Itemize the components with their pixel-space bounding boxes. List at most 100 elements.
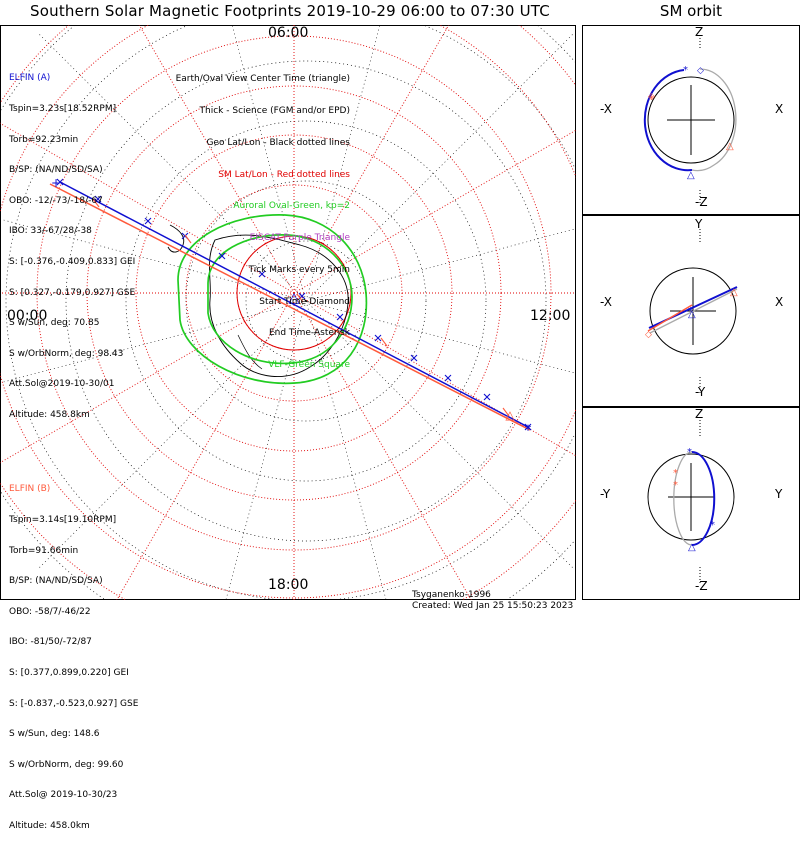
track-b-tick <box>380 337 388 347</box>
orbit-panel-xz-svg: * ◇ △ * ◇ △ <box>582 25 800 215</box>
track-a-tick <box>94 195 102 203</box>
orbit-a-path <box>691 451 716 546</box>
axis-label-top: Z <box>695 407 704 421</box>
svg-text:*: * <box>687 447 692 458</box>
auroral-oval-inner <box>207 234 353 365</box>
spacecraft-b-line: Att.Sol@ 2019-10-30/23 <box>9 790 118 801</box>
track-a-tick <box>258 270 266 278</box>
south-america-tip <box>167 224 185 253</box>
axis-label-left: -Y <box>600 487 611 501</box>
footprint-map: △ * △ + ELFIN (A) Tspin=3.23s[18.52RPM] Tor… <box>0 25 576 831</box>
legend-entry: EISCAT-Purple Triangle <box>249 233 350 244</box>
svg-text:*: * <box>683 65 688 76</box>
orbit-panel-xy-svg: * △ △ ◇ <box>582 215 800 407</box>
sm-lat-circle <box>135 134 453 452</box>
svg-text:*: * <box>710 520 715 531</box>
spacecraft-b-name: ELFIN (B) <box>9 484 51 495</box>
legend-entry: Geo Lat/Lon - Black dotted lines <box>206 137 350 148</box>
svg-text:△: △ <box>726 141 734 152</box>
sm-meridian <box>138 25 295 294</box>
sm-lat-circle <box>36 35 552 551</box>
orbit-b-path <box>649 288 738 334</box>
legend-entry: Thick - Science (FGM and/or EPD) <box>199 105 350 116</box>
spacecraft-a-line: S w/Sun, deg: 70.85 <box>9 318 100 329</box>
svg-text:△: △ <box>730 287 738 298</box>
geo-meridian <box>305 300 575 570</box>
orbit-title: SM orbit <box>659 2 723 20</box>
legend-entry: Auroral Oval-Green, kp=2 <box>233 201 350 212</box>
axis-label-top: Y <box>695 217 703 231</box>
geo-meridian <box>37 32 307 302</box>
svg-text:△: △ <box>688 309 696 320</box>
track-a-tick <box>181 232 189 240</box>
track-a-tick <box>374 334 382 342</box>
spacecraft-a-name: ELFIN (A) <box>9 73 51 84</box>
svg-text:*: * <box>649 94 654 105</box>
track-a-end-marker: * <box>525 423 532 439</box>
svg-text:◇: ◇ <box>645 330 652 340</box>
spacecraft-a-line: S w/OrbNorm, deg: 98.43 <box>9 348 124 359</box>
spacecraft-a-line: S: [-0.376,-0.409,0.833] GEI <box>9 256 136 267</box>
svg-text:△: △ <box>687 170 695 181</box>
time-label-bottom: 18:00 <box>268 577 309 593</box>
spacecraft-b-info: ELFIN (B) Tspin=3.14s[19.10RPM] Torb=91.… <box>9 464 138 852</box>
axis-label-right: Y <box>775 487 783 501</box>
sm-meridian <box>293 25 450 294</box>
credits: Tsyganenko-1996 Created: Wed Jan 25 15:50… <box>412 590 573 612</box>
orbit-b-path <box>673 451 693 546</box>
sm-meridian <box>293 292 472 600</box>
track-a-center-marker: △ <box>289 290 300 306</box>
track-a-tick <box>483 393 491 401</box>
axis-label-top: Z <box>695 25 704 39</box>
spacecraft-b-line: Tspin=3.14s[19.10RPM] <box>9 515 117 525</box>
ice-shelf <box>237 334 263 370</box>
spacecraft-a-line: Torb=92.23min <box>9 134 79 145</box>
track-a-start-marker: + <box>51 176 61 190</box>
orbit-b-science <box>647 304 693 332</box>
spacecraft-a-line: B/SP: (NA/ND/SD/SA) <box>9 165 103 176</box>
orbit-panel-yz: * * △ * * Z -Z -Y Y <box>582 407 800 600</box>
track-a-tick <box>144 217 152 225</box>
axis-label-right: X <box>775 102 784 116</box>
orbit-b-path <box>691 68 737 172</box>
spacecraft-b-line: IBO: -81/50/-72/87 <box>9 637 92 648</box>
svg-text:△: △ <box>688 542 696 553</box>
track-b-tick <box>92 198 100 208</box>
svg-text:*: * <box>673 468 678 479</box>
sm-meridian <box>116 292 295 600</box>
axis-label-left: -X <box>600 102 612 116</box>
spacecraft-b-line: S: [-0.837,-0.523,0.927] GSE <box>9 698 139 709</box>
spacecraft-b-line: B/SP: (NA/ND/SD/SA) <box>9 576 103 587</box>
orbit-panel-xz: * ◇ △ * ◇ △ Z -Z -X X <box>582 25 800 215</box>
axis-label-left: -X <box>600 295 612 309</box>
track-a-tick <box>410 354 418 362</box>
time-label-right: 12:00 <box>530 308 571 324</box>
sm-meridian <box>293 129 576 294</box>
track-b <box>49 183 531 431</box>
antarctica-coast <box>209 234 349 377</box>
spacecraft-a-line: IBO: 33/-67/28/-38 <box>9 226 92 237</box>
tracks: △ * △ + <box>49 176 532 439</box>
orbit-panel-yz-svg: * * △ * * <box>582 407 800 600</box>
coastline <box>167 224 349 377</box>
legend-entry: Tick Marks every 5min <box>248 264 350 275</box>
track-b-tick <box>296 293 304 303</box>
svg-text:*: * <box>673 480 678 491</box>
track-a-tick <box>524 423 532 431</box>
legend-entry: End Time-Asterisk <box>268 328 350 339</box>
track-b-tick <box>502 407 510 417</box>
legend-entry: SM Lat/Lon - Red dotted lines <box>218 169 350 180</box>
spacecraft-b-line: Altitude: 458.0km <box>9 820 90 831</box>
legend-entry: Earth/Oval View Center Time (triangle) <box>175 74 350 85</box>
track-a-tick <box>218 252 226 260</box>
time-label-left: 00:00 <box>7 308 48 324</box>
spacecraft-b-line: S w/OrbNorm, deg: 99.60 <box>9 759 124 770</box>
sm-meridian <box>293 292 576 457</box>
track-a-tick <box>56 178 64 186</box>
geo-meridian <box>0 218 307 302</box>
svg-text:◇: ◇ <box>697 66 704 76</box>
legend-entry: VLF-Green Square <box>268 360 350 371</box>
spacecraft-b-line: OBO: -58/7/-46/22 <box>9 606 91 617</box>
spacecraft-b-line: Torb=91.66min <box>9 545 79 556</box>
geo-meridian <box>0 300 307 384</box>
